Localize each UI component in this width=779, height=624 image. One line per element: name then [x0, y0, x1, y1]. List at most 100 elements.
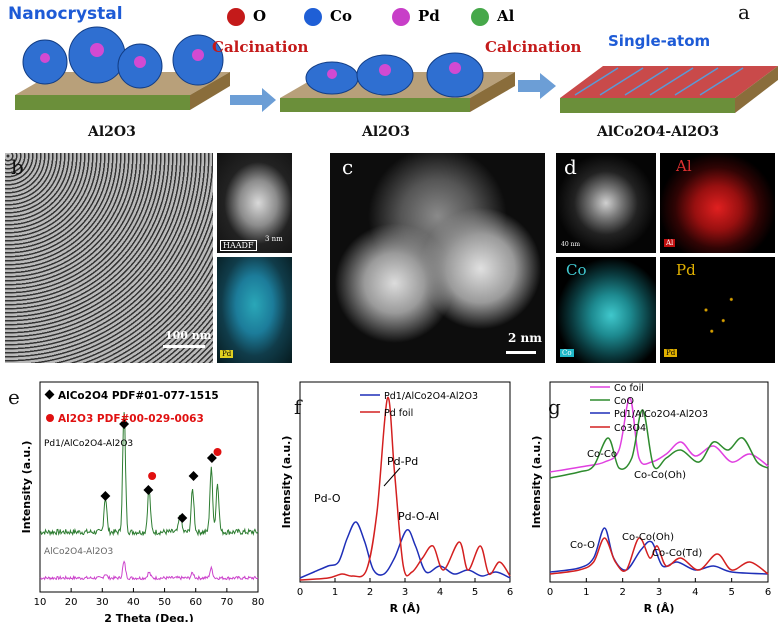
annotation-pd-pd: Pd-Pd — [387, 455, 418, 468]
scale-label: 100 nm — [165, 329, 212, 342]
x-tick-label: 2 — [619, 587, 625, 598]
o-atom-icon — [227, 8, 245, 26]
legend-label-0: Co foil — [614, 383, 644, 394]
panel-letter-d: d — [564, 155, 577, 179]
circle-marker — [213, 448, 222, 456]
x-tick-label: 6 — [507, 587, 513, 598]
panel-letter-g: g — [548, 395, 561, 419]
legend-diamond-icon — [44, 389, 55, 400]
exafs-pd-chart: 0 1 2 3 4 5 6 R (Å) Intensity (a.u.) Pd1/AlCo2O4-… — [280, 381, 513, 615]
series-line-0 — [549, 397, 769, 473]
arrow-icon-2 — [518, 73, 556, 99]
x-tick-label: 3 — [402, 587, 408, 598]
support-slab-1 — [15, 72, 230, 110]
x-tick-label: 1 — [583, 587, 589, 598]
x-axis-label: R (Å) — [644, 602, 675, 615]
panel-d-haadf: d 40 nm — [556, 153, 656, 253]
x-axis-label: 2 Theta (Deg.) — [104, 612, 194, 622]
legend-co: Co — [330, 7, 352, 25]
panel-letter-b: b — [11, 155, 24, 179]
annotation-pd-o-al: Pd-O-Al — [398, 510, 439, 523]
annotation-co-o: Co-O — [570, 540, 595, 551]
legend-text-2: Al2O3 PDF#00-029-0063 — [58, 413, 204, 425]
exafs-co-chart: 0 1 2 3 4 5 6 R (Å) Intensity (a.u.) Co foil CoO Pd… — [530, 381, 771, 615]
al-label: Al — [676, 157, 692, 175]
x-tick-label: 4 — [437, 587, 443, 598]
legend-circle-icon — [46, 414, 54, 422]
panel-b-tem: b 100 nm — [5, 153, 213, 363]
al-tag: Al — [664, 239, 676, 247]
panel-a: Nanocrystal O Co Pd Al a Calcination Cal… — [0, 0, 779, 150]
x-tick-label: 30 — [96, 597, 109, 608]
curve-label-support: AlCo2O4-Al2O3 — [44, 547, 113, 557]
x-tick-label: 0 — [547, 587, 553, 598]
pd-map-tag: Pd — [220, 350, 234, 358]
legend-al: Al — [497, 7, 515, 25]
al-atom-icon — [471, 8, 489, 26]
diamond-marker — [177, 513, 188, 523]
nanocrystal-label: Nanocrystal — [8, 4, 123, 24]
diamond-marker — [188, 471, 199, 481]
x-tick-label: 70 — [220, 597, 233, 608]
x-tick-label: 0 — [297, 587, 303, 598]
panel-d-co-map: Co Co — [556, 257, 656, 363]
series-line-3 — [549, 537, 769, 575]
x-tick-label: 2 — [367, 587, 373, 598]
series-line-2 — [549, 527, 769, 575]
x-tick-label: 6 — [765, 587, 771, 598]
spreading-spheres — [305, 52, 484, 98]
x-tick-label: 60 — [189, 597, 202, 608]
curve-label-pd1: Pd1/AlCo2O4-Al2O3 — [44, 439, 133, 449]
plot-frame — [39, 381, 259, 593]
pd-label: Pd — [676, 261, 696, 279]
arrow-icon-1 — [230, 88, 276, 112]
panel-letter-c: c — [342, 155, 354, 179]
pd-tag: Pd — [664, 349, 678, 357]
co-atom-icon — [304, 8, 322, 26]
series-line-0 — [299, 521, 511, 579]
x-axis-label: R (Å) — [390, 602, 421, 615]
panel-b-map-inset: Pd — [217, 257, 292, 363]
annotation-co-co-oh-1: Co-Co(Oh) — [634, 470, 686, 481]
single-atom-label: Single-atom — [608, 32, 711, 50]
annotation-co-co-oh-2: Co-Co(Oh) — [622, 532, 674, 543]
support-label-1: Al2O3 — [88, 124, 136, 140]
nanocrystal-spheres — [22, 26, 224, 89]
annotation-pd-o: Pd-O — [314, 492, 341, 505]
panel-letter-a: a — [738, 0, 750, 24]
xrd-curve-pd1 — [39, 412, 259, 537]
panel-c-haadf: c 2 nm — [330, 153, 545, 363]
calcination-label-1: Calcination — [212, 38, 309, 56]
legend-o: O — [253, 7, 267, 25]
diamond-marker — [100, 491, 111, 501]
x-tick-label: 4 — [692, 587, 698, 598]
small-scale: 40 nm — [561, 241, 581, 248]
support-label-3: AlCo2O4-Al2O3 — [597, 124, 720, 140]
panel-letter-e: e — [8, 385, 20, 409]
y-axis-label: Intensity (a.u.) — [280, 436, 293, 529]
scale-bar — [163, 345, 205, 348]
x-tick-label: 3 — [656, 587, 662, 598]
x-tick-label: 20 — [65, 597, 78, 608]
panel-d-al-map: Al Al — [660, 153, 775, 253]
support-label-2: Al2O3 — [362, 124, 410, 140]
legend-label-0: Pd1/AlCo2O4-Al2O3 — [384, 391, 478, 402]
x-tick-label: 5 — [728, 587, 734, 598]
pd-atom-icon — [392, 8, 410, 26]
legend-pd: Pd — [418, 7, 440, 25]
scale-label: 2 nm — [508, 331, 542, 345]
inset-scale: 3 nm — [265, 235, 283, 243]
circle-marker — [148, 472, 157, 480]
panel-b-haadf-inset: HAADF 3 nm — [217, 153, 292, 253]
scale-bar — [506, 351, 536, 354]
calcination-label-2: Calcination — [485, 38, 582, 56]
x-tick-label: 10 — [34, 597, 47, 608]
y-axis-label: Intensity (a.u.) — [20, 441, 33, 534]
legend-label-1: Pd foil — [384, 408, 413, 419]
diamond-marker — [206, 453, 217, 463]
x-tick-label: 80 — [252, 597, 265, 608]
panel-letter-f: f — [294, 395, 302, 419]
diamond-marker — [143, 485, 154, 495]
x-tick-label: 40 — [127, 597, 140, 608]
haadf-tag: HAADF — [220, 240, 257, 251]
